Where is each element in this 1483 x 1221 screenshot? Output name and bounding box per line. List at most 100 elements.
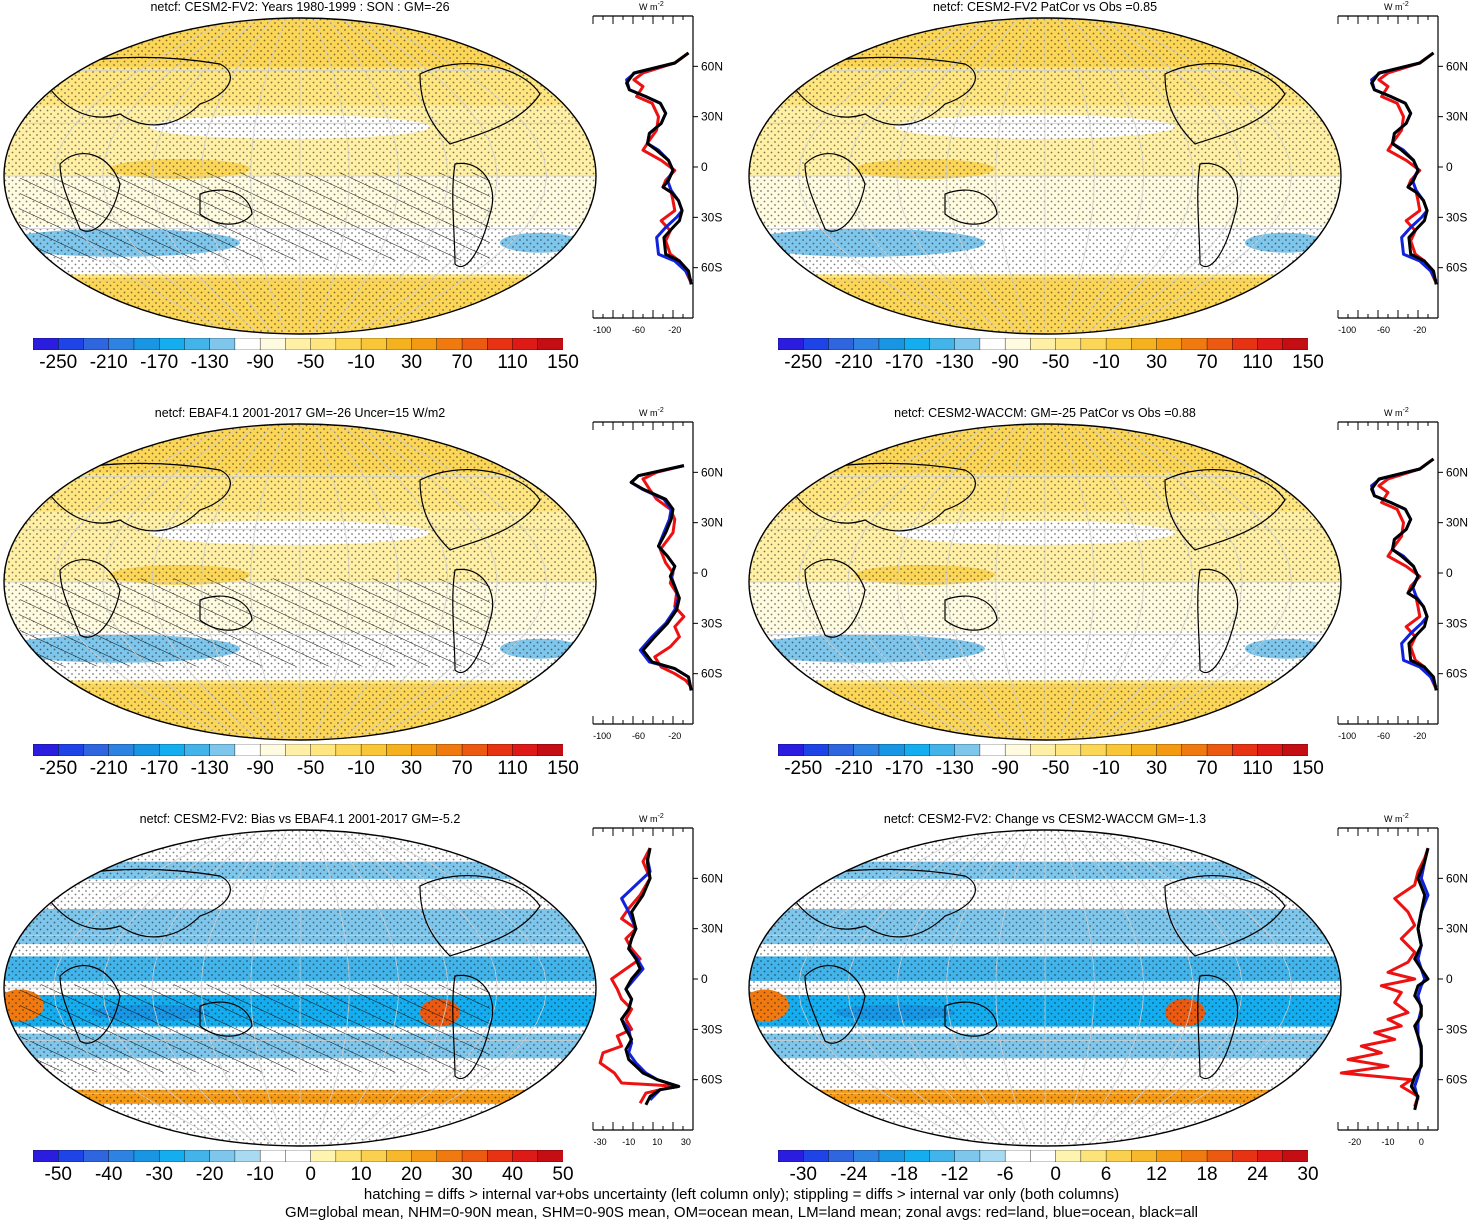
- colorbar-label: -10: [1092, 352, 1120, 373]
- lat-label: 60S: [1446, 667, 1467, 681]
- zonal-land-line: [1377, 457, 1437, 688]
- colorbar-label: -130: [935, 352, 974, 373]
- colorbar-label: 30: [400, 352, 423, 373]
- colorbar-swatch: [853, 1150, 880, 1162]
- zonal-land-line: [598, 847, 681, 1104]
- zonal-average-plot: W m-2 60N 30N 0 30S 60S -30 -10 10 30: [592, 813, 723, 1147]
- colorbar-label: -210: [834, 352, 873, 373]
- colorbar-swatch: [1080, 338, 1107, 350]
- zonal-units-label: W m-2: [1384, 1, 1409, 12]
- colorbar: [33, 744, 563, 756]
- lat-label: 30S: [1446, 1022, 1467, 1036]
- colorbar-label: -250: [39, 352, 78, 373]
- map-frame: [748, 423, 1342, 741]
- colorbar-swatch: [335, 744, 362, 756]
- colorbar-swatch: [1004, 1150, 1031, 1162]
- colorbar-label: 30: [451, 1164, 473, 1185]
- zonal-all-line: [629, 464, 693, 691]
- colorbar-swatch: [310, 338, 337, 350]
- colorbar-swatch: [954, 1150, 981, 1162]
- colorbar-label: -90: [991, 352, 1019, 373]
- zonal-tick-label: -100: [1338, 731, 1356, 741]
- colorbar-label: -170: [140, 352, 179, 373]
- colorbar-swatch: [461, 1150, 488, 1162]
- map-title: netcf: CESM2-WACCM: GM=-25 PatCor vs Obs…: [894, 406, 1196, 420]
- lat-label: 60S: [1446, 261, 1467, 275]
- colorbar-label: 6: [1100, 1164, 1112, 1185]
- zonal-tick-label: -20: [668, 325, 681, 335]
- colorbar-swatch: [83, 1150, 110, 1162]
- colorbar-swatch: [360, 338, 387, 350]
- map: [748, 423, 1342, 741]
- colorbar-swatch: [828, 338, 855, 350]
- colorbar-swatch: [903, 338, 930, 350]
- zonal-land-line: [632, 51, 692, 282]
- zonal-all-line: [625, 51, 693, 285]
- colorbar-swatch: [234, 1150, 261, 1162]
- zonal-tick-label: -60: [632, 731, 645, 741]
- zonal-land-line: [1377, 51, 1437, 282]
- lat-label: 30S: [1446, 616, 1467, 630]
- lat-label: 30S: [701, 210, 722, 224]
- colorbar-swatch: [1004, 744, 1031, 756]
- colorbar-swatch: [158, 1150, 185, 1162]
- colorbar-swatch: [878, 1150, 905, 1162]
- map-frame: [748, 17, 1342, 335]
- map-panel: netcf: CESM2-FV2: Bias vs EBAF4.1 2001-2…: [0, 812, 740, 1216]
- colorbar-swatch: [1156, 1150, 1183, 1162]
- colorbar-swatch: [1105, 338, 1132, 350]
- colorbar-swatch: [979, 744, 1006, 756]
- colorbar-label: 70: [451, 758, 473, 779]
- colorbar-label: 0: [1050, 1164, 1061, 1185]
- colorbar-swatch: [209, 1150, 236, 1162]
- colorbar-swatch: [1282, 338, 1308, 350]
- colorbar-swatch: [1181, 1150, 1208, 1162]
- colorbar-label: 110: [1242, 758, 1273, 779]
- colorbar-label: 30: [1145, 352, 1168, 373]
- colorbar-swatch: [184, 338, 211, 350]
- colorbar-swatch: [360, 1150, 387, 1162]
- colorbar-label: -10: [347, 352, 375, 373]
- lat-label: 0: [1446, 972, 1453, 986]
- colorbar-swatch: [537, 338, 563, 350]
- colorbar-label: -50: [1041, 352, 1070, 373]
- colorbar-swatch: [1181, 338, 1208, 350]
- zonal-average-plot: W m-2 60N 30N 0 30S 60S -100 -60 -20: [1337, 1, 1468, 335]
- colorbar-swatch: [83, 338, 110, 350]
- colorbar-swatch: [878, 338, 905, 350]
- zonal-units-label: W m-2: [1384, 813, 1409, 824]
- lat-label: 60N: [701, 59, 723, 73]
- colorbar-swatch: [1156, 338, 1183, 350]
- colorbar-label: 150: [1292, 352, 1324, 373]
- colorbar: [778, 1150, 1308, 1162]
- colorbar-swatch: [487, 1150, 514, 1162]
- zonal-units-label: W m-2: [639, 813, 664, 824]
- map-frame: [3, 829, 597, 1147]
- map: [3, 423, 597, 741]
- colorbar-swatch: [209, 338, 236, 350]
- colorbar-label: -40: [94, 1164, 123, 1185]
- colorbar-swatch: [1232, 744, 1259, 756]
- zonal-tick-label: -100: [593, 731, 611, 741]
- colorbar-label: 12: [1145, 1164, 1168, 1185]
- zonal-all-line: [1409, 847, 1430, 1111]
- colorbar-swatch: [778, 1150, 804, 1162]
- colorbar-swatch: [803, 1150, 829, 1162]
- colorbar-swatch: [1131, 1150, 1158, 1162]
- colorbar-label: -50: [296, 758, 325, 779]
- colorbar-swatch: [903, 1150, 930, 1162]
- zonal-tick-label: -100: [1338, 325, 1356, 335]
- colorbar-swatch: [1080, 1150, 1107, 1162]
- zonal-tick-label: -20: [1413, 325, 1426, 335]
- colorbar-label: -24: [839, 1164, 868, 1185]
- colorbar-swatch: [1257, 338, 1284, 350]
- colorbar-swatch: [979, 1150, 1006, 1162]
- colorbar-swatch: [184, 1150, 211, 1162]
- lat-label: 0: [701, 160, 708, 174]
- colorbar-swatch: [133, 1150, 160, 1162]
- colorbar-label: -10: [1092, 758, 1120, 779]
- colorbar-label: -130: [190, 758, 229, 779]
- colorbar-label: -170: [885, 352, 924, 373]
- map-panel: netcf: CESM2-FV2: Change vs CESM2-WACCM …: [745, 812, 1483, 1216]
- colorbar-swatch: [1206, 744, 1233, 756]
